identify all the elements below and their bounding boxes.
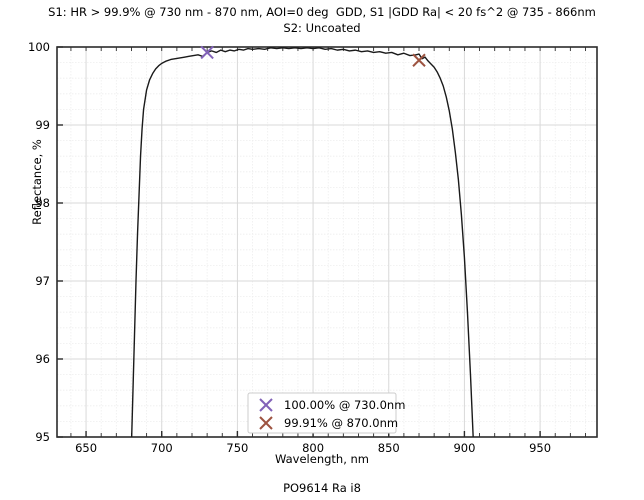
x-tick-label: 750	[226, 441, 248, 455]
major-gridlines	[57, 47, 597, 437]
marker-x-icon	[200, 45, 214, 60]
x-tick-label: 900	[453, 441, 475, 455]
series-line	[130, 47, 474, 437]
y-tick-label: 96	[35, 352, 50, 366]
minor-gridlines	[57, 47, 597, 437]
legend-label: 99.91% @ 870.0nm	[284, 416, 398, 430]
axis-ticks	[57, 46, 586, 438]
legend-entry[interactable]: 100.00% @ 730.0nm	[259, 398, 405, 412]
chart-title: S1: HR > 99.9% @ 730 nm - 870 nm, AOI=0 …	[0, 4, 644, 36]
y-tick-label: 98	[35, 196, 50, 210]
data-series	[130, 47, 474, 437]
chart-title-line-2: S2: Uncoated	[283, 21, 361, 35]
x-tick-label: 950	[529, 441, 551, 455]
y-tick-label: 99	[35, 118, 50, 132]
tick-labels: 650 700 750 800 850 900 950 95 96 97 98 99 100	[28, 40, 551, 455]
data-point-markers	[200, 45, 426, 67]
y-tick-label: 100	[28, 40, 50, 54]
x-tick-label: 850	[378, 441, 400, 455]
chart-title-line-1: S1: HR > 99.9% @ 730 nm - 870 nm, AOI=0 …	[48, 5, 596, 19]
y-tick-label: 97	[35, 274, 50, 288]
x-tick-label: 800	[302, 441, 324, 455]
x-tick-label: 700	[151, 441, 173, 455]
plot-frame	[56, 46, 598, 438]
footer-caption: PO9614 Ra i8	[283, 481, 361, 495]
y-tick-label: 95	[35, 430, 50, 444]
marker-x-icon	[412, 53, 426, 67]
legend-entry[interactable]: 99.91% @ 870.0nm	[259, 416, 398, 430]
x-tick-label: 650	[75, 441, 97, 455]
x-axis-label: Wavelength, nm	[274, 452, 370, 466]
legend[interactable]: 100.00% @ 730.0nm 99.91% @ 870.0nm	[247, 392, 405, 434]
legend-label: 100.00% @ 730.0nm	[284, 398, 405, 412]
